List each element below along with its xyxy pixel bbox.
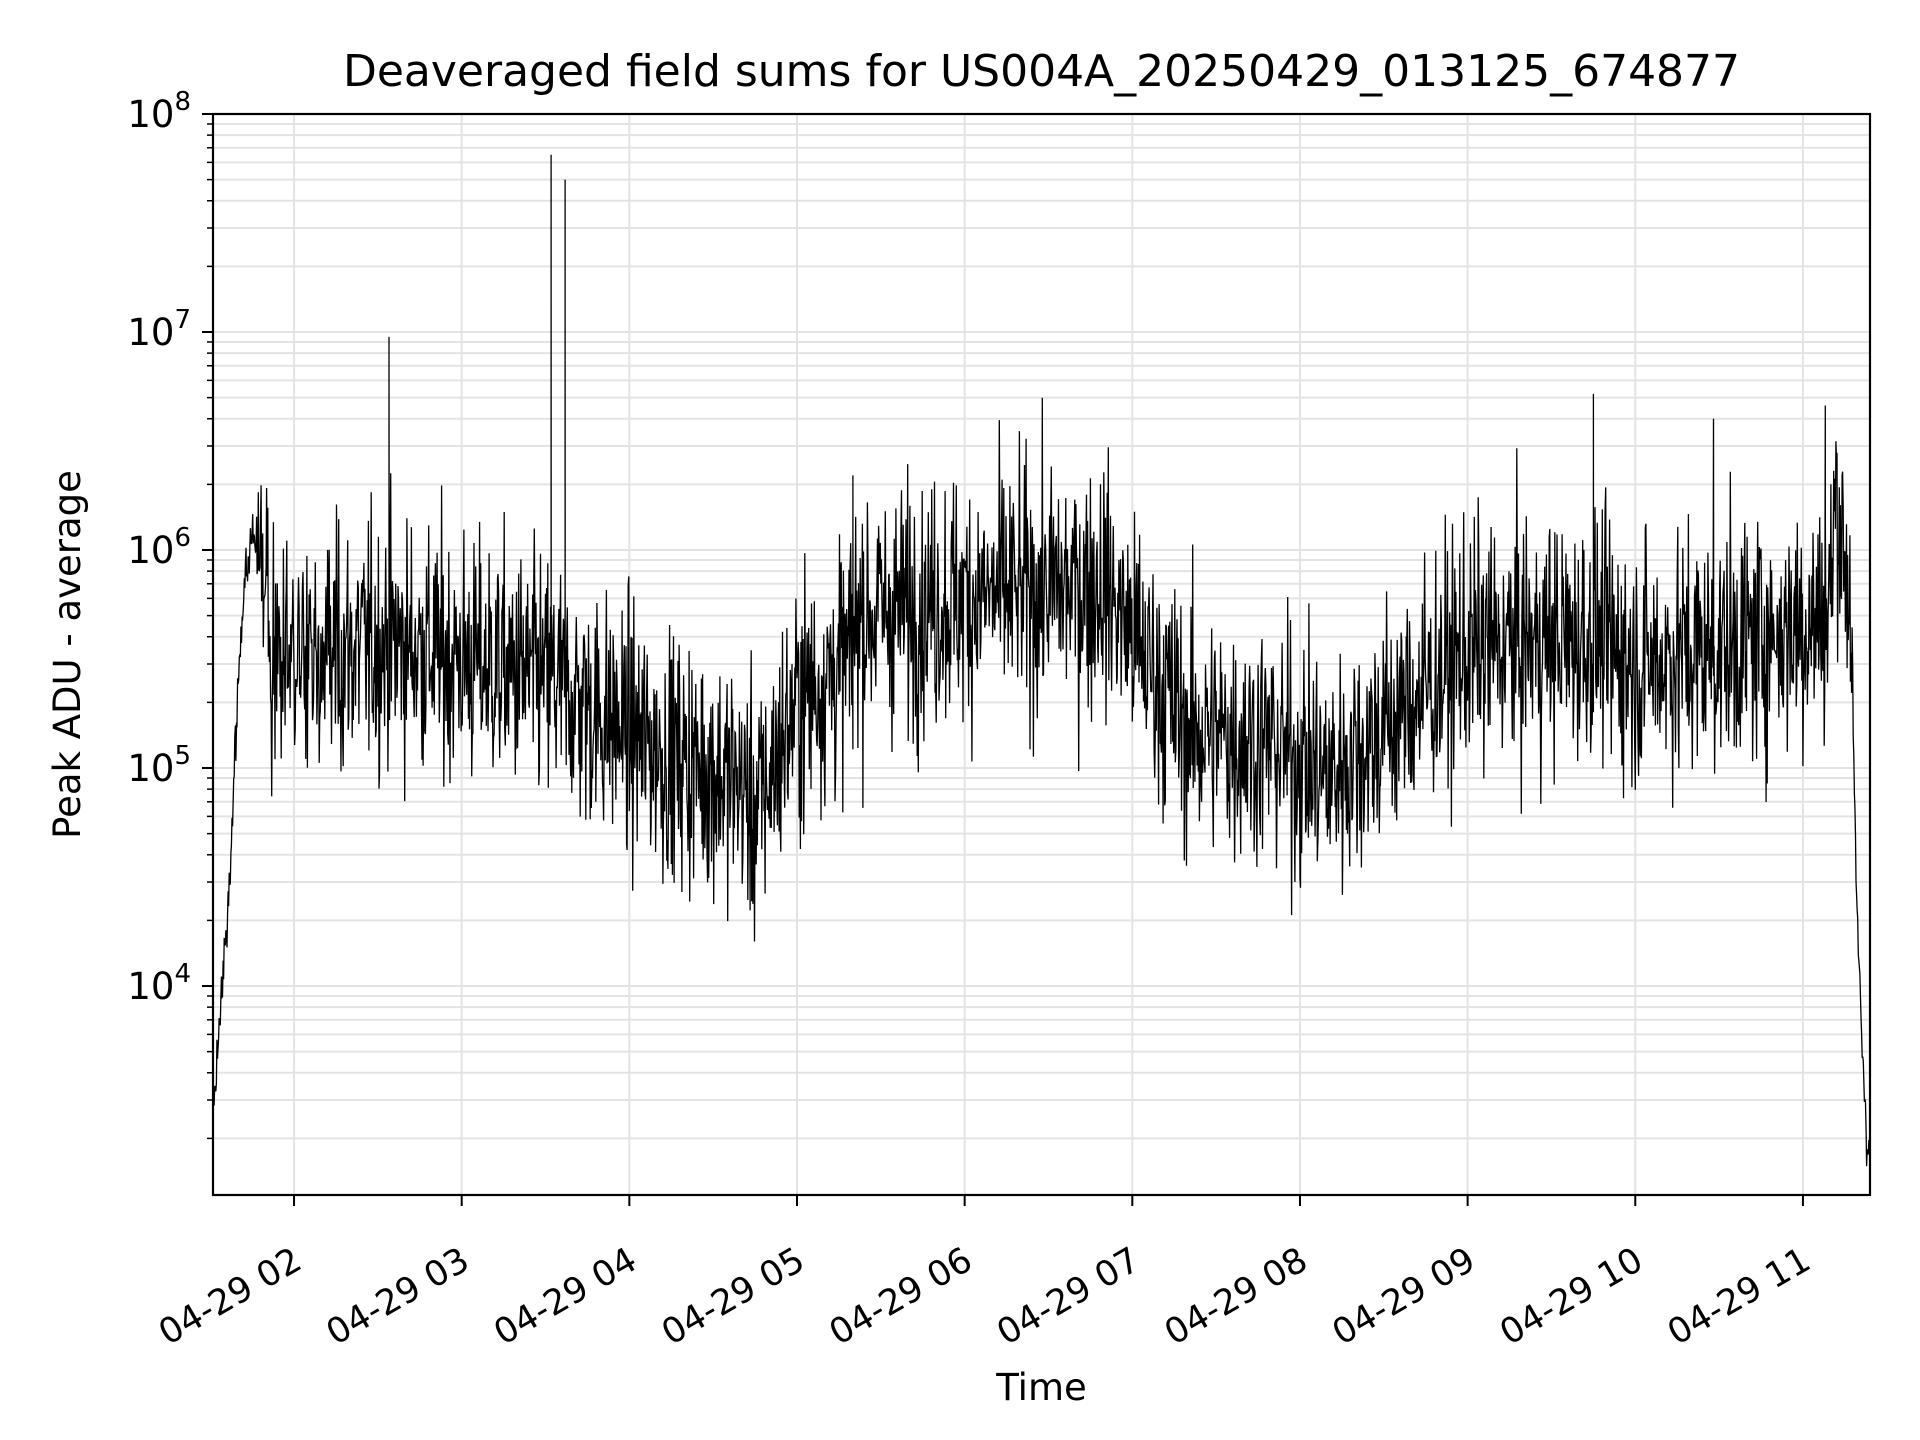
series-line [212, 154, 1871, 1167]
y-tick-label: 104 [127, 959, 191, 1008]
x-axis-label: Time [995, 1366, 1087, 1409]
chart-title: Deaveraged field sums for US004A_2025042… [343, 46, 1740, 97]
y-tick-label: 107 [127, 305, 191, 354]
y-tick-label: 106 [127, 523, 191, 572]
y-tick-label: 105 [127, 741, 191, 790]
y-axis-label: Peak ADU - average [46, 470, 89, 839]
plot-frame [211, 112, 1872, 1197]
series-layer [212, 154, 1871, 1167]
y-tick-label: 108 [127, 87, 191, 136]
